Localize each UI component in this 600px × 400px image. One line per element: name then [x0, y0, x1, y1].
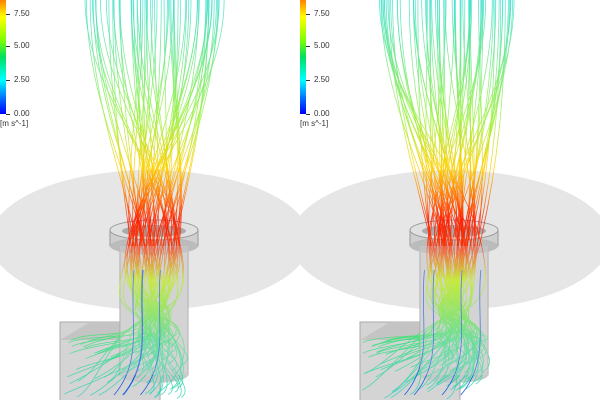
streamline: [141, 0, 182, 399]
streamline: [82, 0, 219, 348]
cylinder-glass: [120, 246, 188, 375]
legend-tick: 0.00: [306, 109, 330, 118]
legend-tick: 0.00: [6, 109, 30, 118]
streamline: [383, 0, 473, 349]
streamline: [139, 0, 215, 376]
streamline: [70, 0, 156, 341]
panel-left: 7.50 5.00 2.50 0.00 [m s^-1]: [0, 0, 300, 400]
streamline: [69, 0, 198, 384]
streamline: [444, 0, 472, 364]
streamline: [113, 269, 135, 396]
streamline: [149, 0, 173, 372]
streamline-scene: [0, 0, 300, 400]
streamline: [121, 0, 162, 348]
streamline: [460, 269, 482, 396]
streamline: [121, 0, 164, 371]
streamline: [139, 0, 184, 389]
streamline: [362, 0, 471, 343]
legend-tick: 7.50: [306, 9, 330, 18]
legend-unit: [m s^-1]: [0, 119, 29, 128]
streamline: [111, 0, 225, 360]
legend-tick: 5.00: [6, 41, 30, 50]
streamline: [146, 0, 200, 349]
cylinder-glass: [420, 246, 488, 375]
streamline: [137, 0, 207, 395]
streamline: [431, 0, 466, 361]
streamline-scene: [300, 0, 600, 400]
streamline: [144, 0, 210, 395]
streamline: [113, 0, 168, 347]
streamline: [386, 0, 462, 343]
streamline: [408, 0, 469, 386]
streamline: [390, 0, 483, 399]
streamline: [451, 0, 486, 365]
streamline: [423, 0, 512, 379]
streamline: [98, 0, 209, 396]
velocity-legend: 7.50 5.00 2.50 0.00 [m s^-1]: [300, 0, 360, 130]
streamline: [455, 0, 500, 385]
streamline: [388, 0, 467, 375]
streamline: [77, 0, 184, 382]
streamline: [404, 269, 425, 396]
streamline: [122, 269, 144, 396]
streamline: [384, 0, 472, 399]
streamline: [380, 0, 461, 371]
panel-right: 7.50 5.00 2.50 0.00 [m s^-1]: [300, 0, 600, 400]
streamline: [154, 0, 182, 399]
streamline: [119, 0, 178, 365]
streamline: [371, 0, 466, 347]
legend-tick: 2.50: [6, 75, 30, 84]
velocity-legend: 7.50 5.00 2.50 0.00 [m s^-1]: [0, 0, 60, 130]
legend-tick: 7.50: [6, 9, 30, 18]
legend-tick: 2.50: [306, 75, 330, 84]
streamline: [427, 0, 509, 392]
streamline: [119, 0, 158, 379]
legend-tick: 5.00: [306, 41, 330, 50]
colorbar: [0, 0, 6, 114]
streamline: [128, 0, 160, 395]
streamline: [67, 0, 170, 378]
streamline: [69, 0, 170, 355]
streamline: [94, 0, 155, 380]
legend-unit: [m s^-1]: [300, 119, 329, 128]
streamline: [76, 0, 187, 398]
streamline: [391, 0, 482, 392]
streamline: [441, 269, 463, 396]
colorbar: [300, 0, 306, 114]
streamline: [438, 0, 484, 378]
streamline: [413, 269, 435, 396]
streamline: [140, 269, 161, 396]
